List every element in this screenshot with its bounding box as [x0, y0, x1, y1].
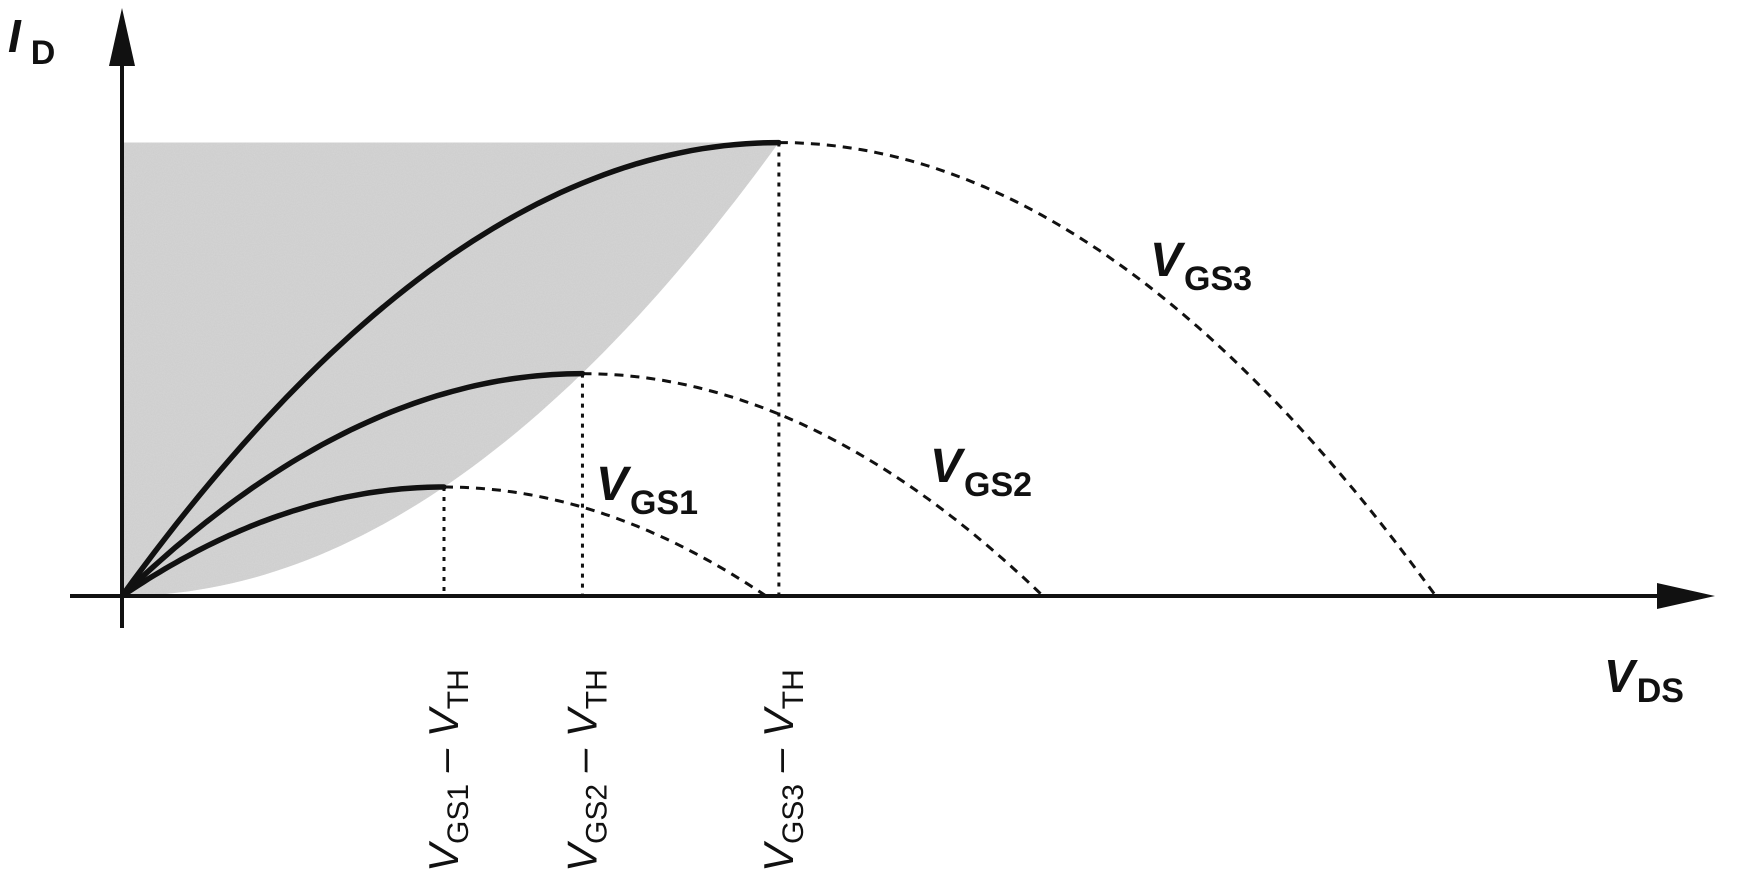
curve-label-gs3-sub: GS3: [1184, 260, 1252, 298]
x-tick-label-1: VGS1 – VTH: [420, 669, 475, 872]
x-tick-part: V: [558, 705, 605, 737]
curve-label-gs1-sub: GS1: [630, 484, 698, 522]
x-axis-arrowhead: [1657, 583, 1715, 609]
triode-region-shade: [122, 142, 779, 596]
curve-label-gs3-main: V: [1150, 234, 1186, 287]
curve-dashed-gs1: [444, 485, 767, 598]
x-tick-part: TH: [442, 669, 475, 709]
x-tick-part: V: [420, 705, 467, 737]
curve-dashed-gs2: [582, 372, 1044, 598]
x-tick-part: GS1: [442, 784, 475, 844]
x-tick-part: TH: [777, 669, 810, 709]
y-axis-label-sub: D: [31, 34, 56, 72]
x-tick-part: GS2: [580, 784, 613, 844]
x-tick-part: V: [755, 840, 802, 872]
x-tick-part: –: [558, 737, 605, 784]
curve-solid-gs3: [119, 139, 782, 599]
curve-label-gs1-main: V: [596, 458, 632, 511]
x-tick-part: V: [558, 840, 605, 872]
curve-label-gs2-main: V: [930, 440, 966, 493]
curve-solid-gs2: [119, 370, 586, 599]
curve-dashed-gs3: [778, 141, 1438, 597]
curve-label-gs2-sub: GS2: [964, 466, 1032, 504]
curve-solid-gs1: [119, 484, 447, 599]
curve-label-gs3: VGS3: [1150, 234, 1252, 298]
x-tick-part: V: [420, 840, 467, 872]
y-axis-label-main: I: [8, 10, 22, 62]
x-axis-label: VDS: [1604, 650, 1684, 710]
x-tick-part: GS3: [777, 784, 810, 844]
x-tick-part: –: [755, 737, 802, 784]
x-tick-label-3: VGS3 – VTH: [755, 669, 810, 872]
x-tick-part: –: [420, 737, 467, 784]
curve-label-gs2: VGS2: [930, 440, 1032, 504]
x-axis-label-sub: DS: [1637, 672, 1684, 710]
x-tick-part: TH: [580, 669, 613, 709]
curve-label-gs1: VGS1: [596, 458, 698, 522]
x-tick-part: V: [755, 705, 802, 737]
y-axis-arrowhead: [109, 8, 135, 66]
x-axis-label-main: V: [1604, 650, 1638, 702]
x-tick-label-2: VGS2 – VTH: [558, 669, 613, 872]
